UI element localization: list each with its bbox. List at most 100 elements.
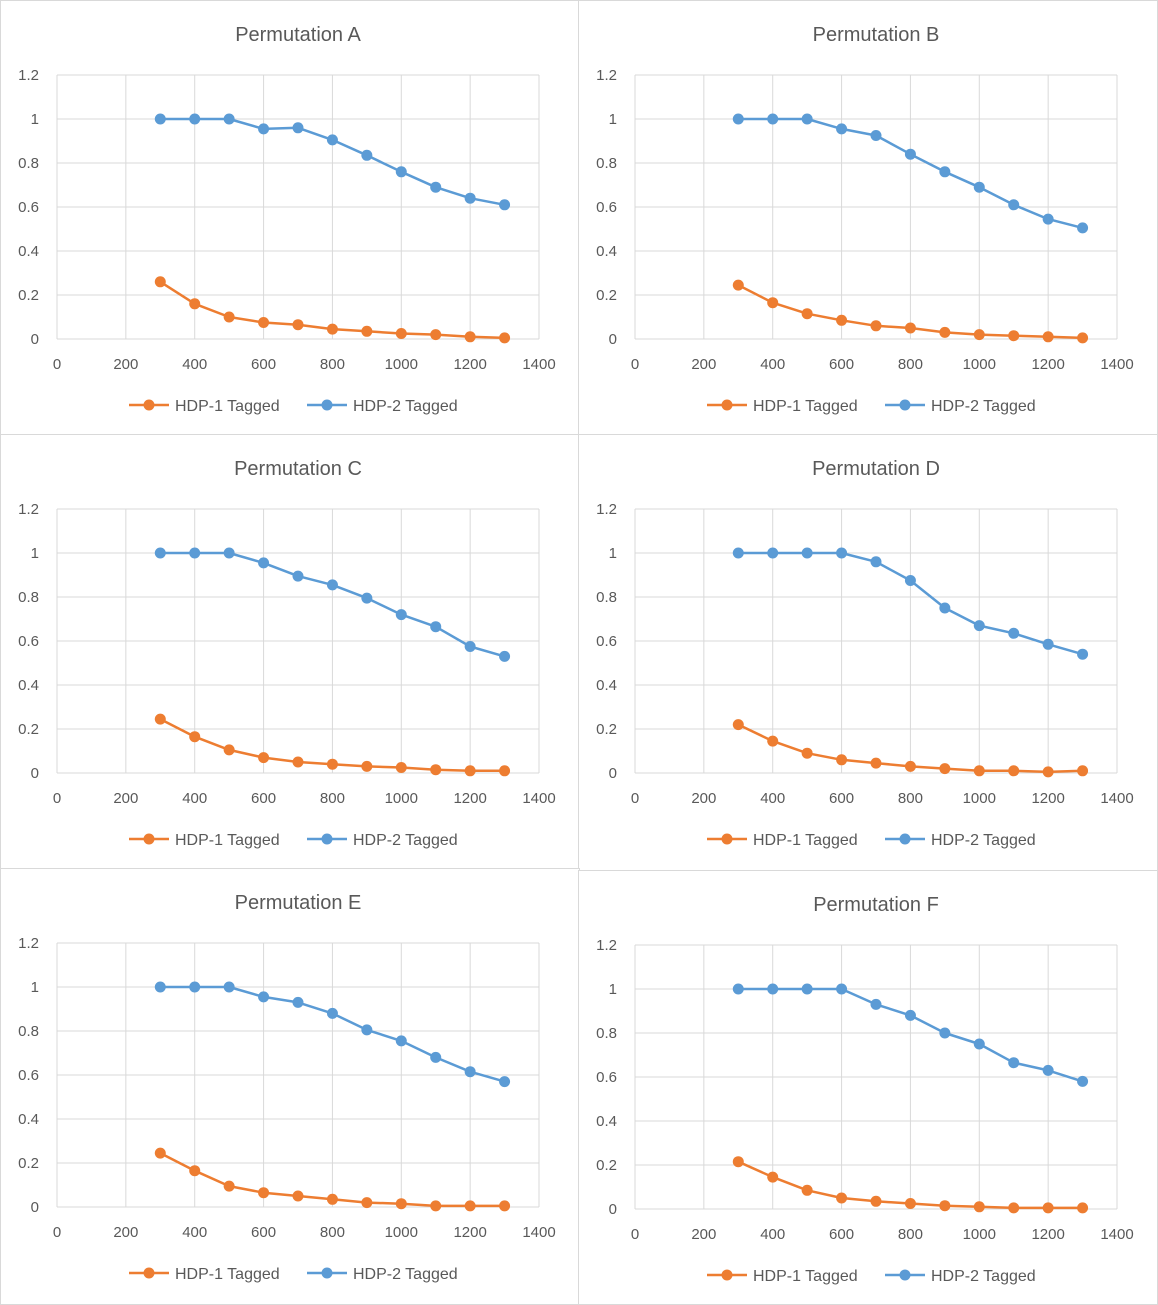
x-tick-label: 1200	[1031, 790, 1064, 807]
x-tick-label: 1400	[1100, 790, 1133, 807]
data-point	[154, 981, 166, 993]
data-point	[154, 276, 166, 288]
x-tick-label: 800	[898, 1226, 923, 1243]
chart-panel-b: Permutation B 0 200 400 600 800 1000 1200 1400 0 0…	[578, 0, 1158, 436]
legend-item: HDP-2 Tagged	[307, 398, 458, 415]
series-hdp-2-tagged	[732, 547, 1089, 660]
data-point	[499, 650, 511, 662]
legend-label: HDP-2 Tagged	[931, 1268, 1036, 1285]
data-point	[292, 996, 304, 1008]
legend-item: HDP-2 Tagged	[885, 832, 1036, 849]
legend-marker	[143, 833, 155, 845]
line-chart: Permutation D 0 200 400 600 800 1000 1200 1400 0 0…	[596, 458, 1134, 849]
series-hdp-2-tagged	[154, 113, 511, 211]
data-point	[223, 547, 235, 559]
data-point	[326, 134, 338, 146]
y-tick-label: 0.8	[18, 155, 39, 172]
x-tick-label: 0	[631, 356, 639, 373]
legend-label: HDP-1 Tagged	[175, 832, 280, 849]
data-point	[499, 1200, 511, 1212]
data-point	[904, 1009, 916, 1021]
data-point	[939, 763, 951, 775]
y-tick-label: 0	[609, 1201, 617, 1218]
legend-item: HDP-1 Tagged	[129, 1266, 280, 1283]
data-point	[361, 1024, 373, 1036]
x-tick-label: 200	[691, 1226, 716, 1243]
x-tick-label: 400	[182, 356, 207, 373]
x-tick-label: 600	[251, 356, 276, 373]
data-point	[258, 123, 270, 135]
data-point	[801, 1184, 813, 1196]
legend-marker	[899, 1269, 911, 1281]
legend-marker	[321, 833, 333, 845]
data-point	[154, 1147, 166, 1159]
x-tick-label: 200	[113, 1224, 138, 1241]
data-point	[767, 735, 779, 747]
legend-item: HDP-2 Tagged	[885, 398, 1036, 415]
y-tick-label: 0.6	[18, 633, 39, 650]
x-tick-label: 800	[320, 356, 345, 373]
y-tick-label: 0.2	[18, 287, 39, 304]
y-tick-label: 0	[609, 331, 617, 348]
y-tick-label: 0	[31, 331, 39, 348]
data-point	[1042, 1064, 1054, 1076]
data-point	[870, 320, 882, 332]
data-point	[464, 1200, 476, 1212]
legend-item: HDP-1 Tagged	[707, 398, 858, 415]
data-point	[732, 113, 744, 125]
data-point	[904, 322, 916, 334]
chart-title: Permutation B	[813, 24, 940, 46]
data-point	[292, 570, 304, 582]
series-hdp-1-tagged	[154, 1147, 511, 1212]
legend-marker	[143, 1267, 155, 1279]
chart-title: Permutation D	[812, 458, 940, 480]
data-point	[464, 1066, 476, 1078]
legend-label: HDP-1 Tagged	[753, 832, 858, 849]
data-point	[1077, 1075, 1089, 1087]
data-point	[395, 1035, 407, 1047]
data-point	[1042, 331, 1054, 343]
x-tick-label: 800	[898, 356, 923, 373]
legend-marker	[899, 833, 911, 845]
x-tick-label: 1400	[522, 1224, 555, 1241]
data-point	[801, 547, 813, 559]
series-hdp-1-tagged	[732, 1156, 1089, 1214]
data-point	[499, 332, 511, 344]
data-point	[223, 1180, 235, 1192]
data-point	[292, 122, 304, 134]
data-point	[836, 983, 848, 995]
x-tick-label: 1000	[963, 1226, 996, 1243]
data-point	[361, 1197, 373, 1209]
data-point	[154, 713, 166, 725]
y-tick-label: 1.2	[596, 67, 617, 84]
data-point	[904, 1198, 916, 1209]
x-tick-label: 1000	[385, 1224, 418, 1241]
data-point	[767, 547, 779, 559]
legend-label: HDP-1 Tagged	[175, 1266, 280, 1283]
x-tick-label: 1200	[1031, 356, 1064, 373]
data-point	[430, 1200, 442, 1212]
data-point	[361, 760, 373, 772]
x-tick-label: 600	[829, 790, 854, 807]
data-point	[430, 621, 442, 633]
data-point	[395, 328, 407, 339]
data-point	[361, 325, 373, 337]
y-tick-label: 1	[31, 111, 39, 128]
x-tick-label: 1400	[1100, 1226, 1133, 1243]
x-tick-label: 400	[182, 790, 207, 807]
x-tick-label: 0	[53, 356, 61, 373]
series-hdp-2-tagged	[732, 113, 1089, 234]
x-tick-label: 0	[631, 790, 639, 807]
data-point	[939, 166, 951, 178]
x-tick-label: 1000	[385, 790, 418, 807]
x-tick-label: 400	[760, 790, 785, 807]
legend-label: HDP-1 Tagged	[753, 398, 858, 415]
y-tick-label: 0.8	[596, 155, 617, 172]
legend-label: HDP-2 Tagged	[931, 398, 1036, 415]
data-point	[801, 308, 813, 320]
y-tick-label: 1	[609, 545, 617, 562]
x-tick-label: 1400	[1100, 356, 1133, 373]
data-point	[1077, 222, 1089, 234]
data-point	[395, 762, 407, 773]
x-tick-label: 200	[113, 356, 138, 373]
